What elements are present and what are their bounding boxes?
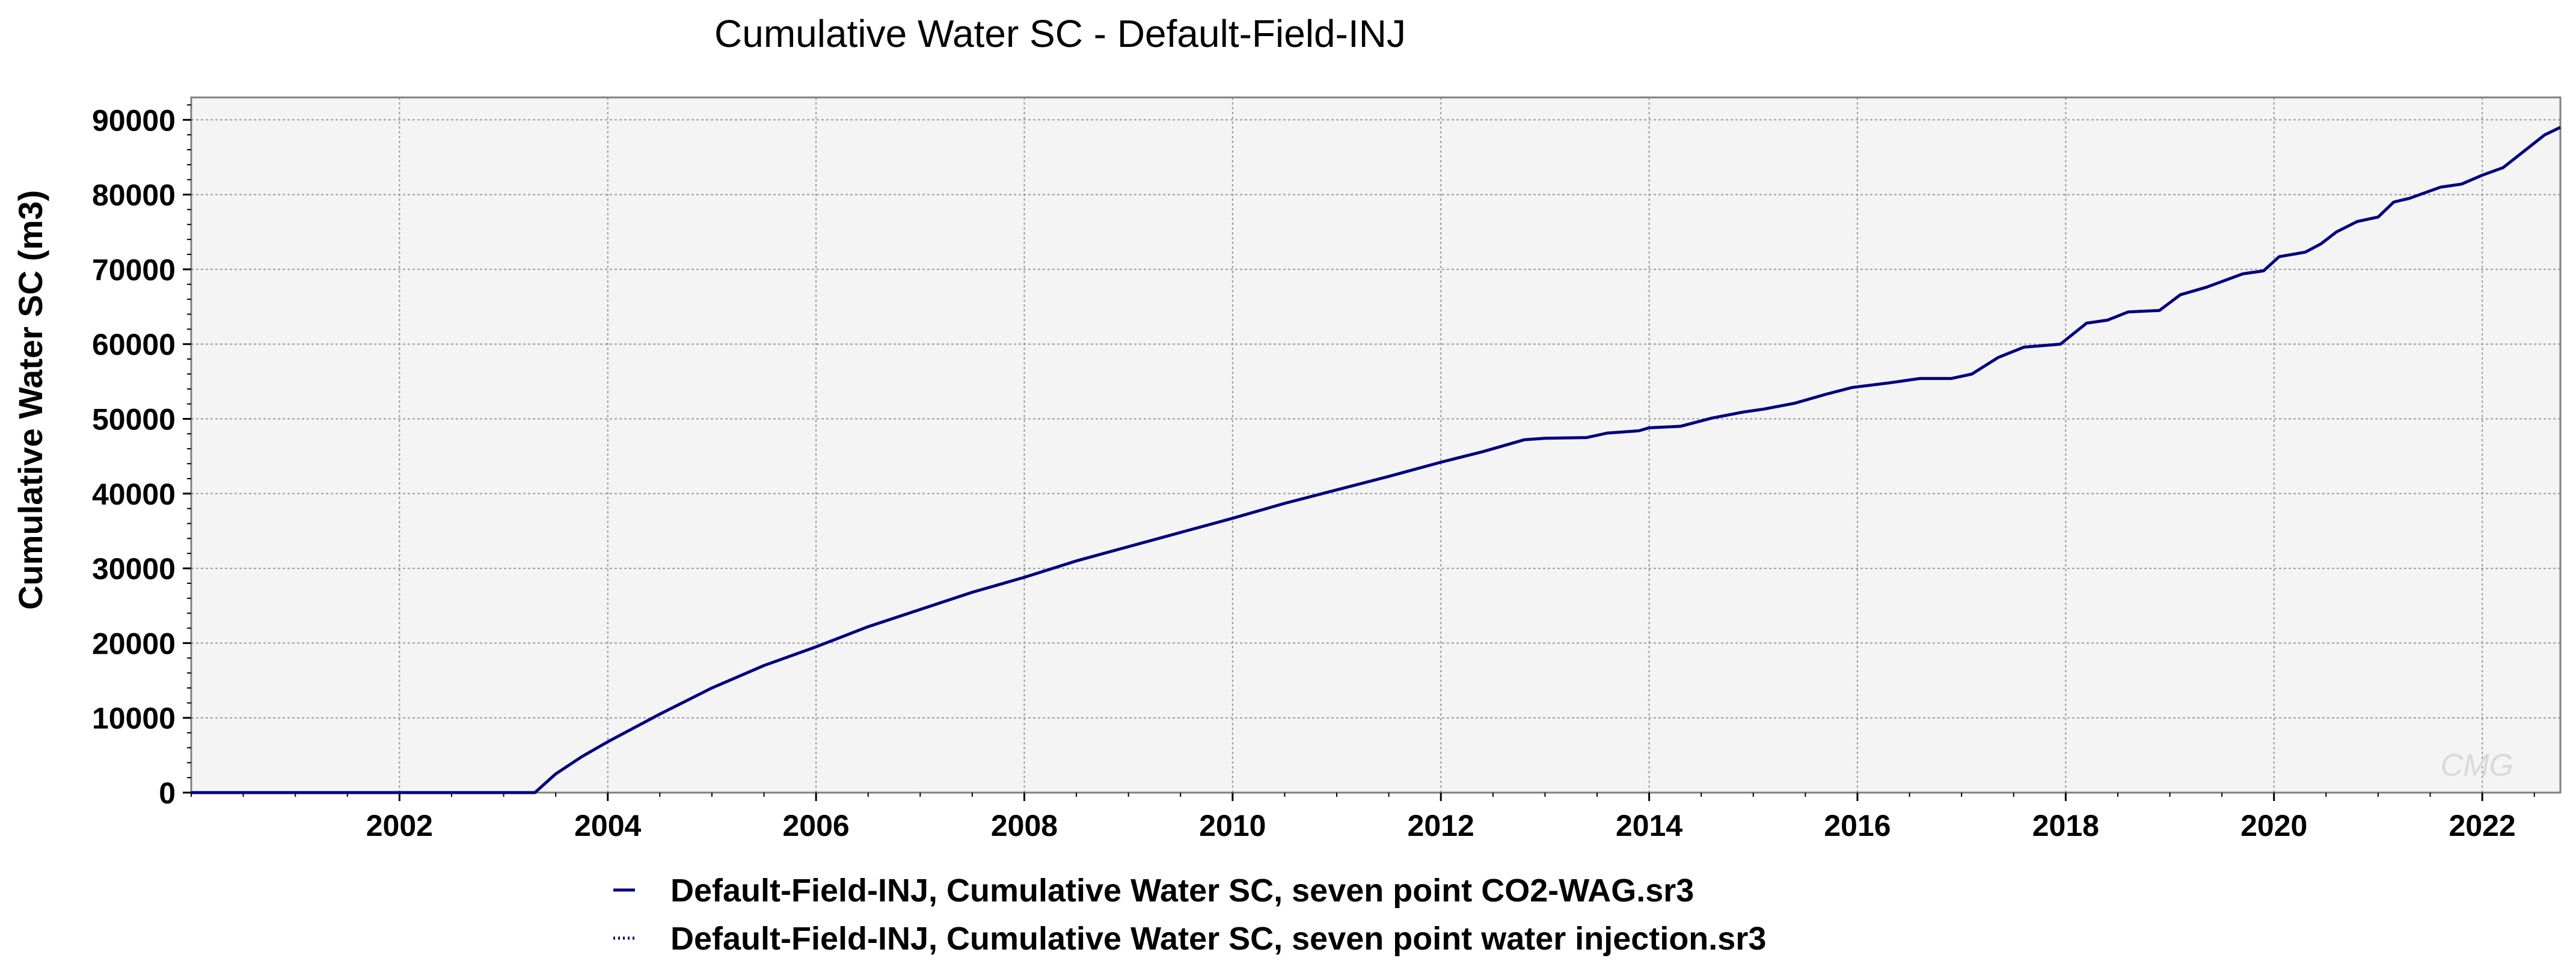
x-tick-label: 2020 (2240, 809, 2307, 843)
plot-band (607, 97, 817, 793)
y-tick-label: 40000 (92, 477, 176, 511)
plot-band (1649, 97, 1857, 793)
watermark: CMG (2441, 748, 2513, 783)
plot-band (1857, 97, 2066, 793)
grid-lines (191, 97, 2560, 793)
plot-band (399, 97, 608, 793)
x-tick-label: 2012 (1408, 809, 1474, 843)
plot-band (191, 97, 400, 793)
x-tick-label: 2006 (783, 809, 850, 843)
x-tick-label: 2014 (1616, 809, 1682, 843)
plot-frame (190, 96, 2562, 794)
plot-band (2065, 97, 2274, 793)
y-tick-label: 20000 (92, 627, 176, 660)
plot-band (1441, 97, 1649, 793)
x-tick-label: 2008 (991, 809, 1058, 843)
x-tick-label: 2004 (574, 809, 641, 843)
y-tick-label: 60000 (92, 328, 176, 361)
y-axis-ticks: 0 10000 20000 30000 40000 50000 60000 70000 8000… (92, 103, 191, 810)
plot-area-background (191, 97, 2560, 793)
series-lines (191, 126, 2562, 794)
y-tick-label: 30000 (92, 552, 176, 586)
y-tick-label: 70000 (92, 253, 176, 287)
y-tick-label: 80000 (92, 179, 176, 212)
y-tick-label: 10000 (92, 702, 176, 735)
x-tick-label: 2022 (2449, 809, 2515, 843)
plot-band (816, 97, 1025, 793)
x-axis-ticks: 2002 2004 2006 2008 2010 2012 2014 2016 2018 2020… (191, 793, 2535, 843)
plot-band (2482, 97, 2560, 793)
chart-title: Cumulative Water SC - Default-Field-INJ (714, 12, 1406, 55)
y-axis-label: Cumulative Water SC (m3) (11, 190, 49, 610)
x-tick-label: 2002 (366, 809, 433, 843)
series-line-0 (191, 126, 2562, 794)
x-tick-label: 2016 (1824, 809, 1891, 843)
y-tick-label: 90000 (92, 103, 176, 137)
plot-band (2274, 97, 2483, 793)
x-tick-label: 2018 (2032, 809, 2099, 843)
plot-band (1024, 97, 1233, 793)
y-tick-label: 0 (159, 776, 176, 810)
legend-entry-1: Default-Field-INJ, Cumulative Water SC, … (670, 921, 1766, 957)
x-tick-label: 2010 (1199, 809, 1266, 843)
legend: Default-Field-INJ, Cumulative Water SC, … (613, 873, 1766, 957)
legend-entry-0: Default-Field-INJ, Cumulative Water SC, … (670, 873, 1694, 909)
plot-band (1232, 97, 1441, 793)
y-tick-label: 50000 (92, 402, 176, 436)
